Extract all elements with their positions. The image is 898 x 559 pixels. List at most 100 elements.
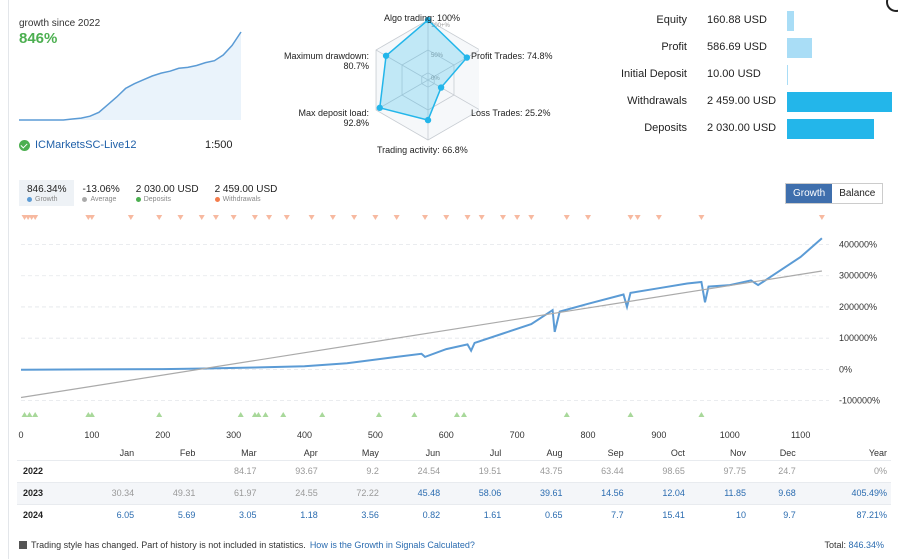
radar-point bbox=[424, 16, 432, 24]
table-header: Feb bbox=[179, 448, 196, 459]
stat-value: 2 459.00 USD bbox=[707, 95, 777, 107]
deposit-marker bbox=[280, 412, 287, 417]
withdrawal-marker bbox=[32, 215, 39, 220]
deposit-marker bbox=[26, 412, 33, 417]
table-header: Jan bbox=[119, 448, 135, 459]
legend-dot-icon bbox=[82, 197, 88, 202]
monthly-growth-table: Jan Feb Mar Apr May Jun Jul Aug Sep Oct Nov Dec Year… bbox=[17, 447, 891, 526]
stat-name: Profit bbox=[661, 41, 687, 53]
stat-row: Equity 160.88 USD bbox=[609, 10, 898, 32]
stat-row: Deposits 2 030.00 USD bbox=[609, 118, 898, 140]
withdrawal-marker bbox=[393, 215, 400, 220]
corner-close-button[interactable] bbox=[886, 0, 898, 12]
withdrawal-marker bbox=[351, 215, 358, 220]
x-tick-label: 800 bbox=[581, 430, 596, 440]
radar-label-algo: Algo trading: 100% bbox=[384, 13, 461, 23]
account-link[interactable]: ICMarketsSC-Live12 bbox=[19, 139, 136, 151]
month-cell: 72.22 bbox=[321, 481, 383, 504]
growth-value: 846% bbox=[19, 30, 58, 47]
x-tick-label: 700 bbox=[510, 430, 525, 440]
table-row: 2022 84.17 93.67 9.2 24.54 19.51 43.75 63.44 98.… bbox=[17, 459, 891, 482]
month-cell: 19.51 bbox=[444, 459, 506, 482]
withdrawal-marker bbox=[698, 215, 705, 220]
radar-chart: 100+% 50% 0% bbox=[375, 16, 479, 141]
withdrawal-marker bbox=[478, 215, 485, 220]
month-cell: 58.06 bbox=[444, 481, 506, 504]
growth-label: growth since 2022 bbox=[19, 18, 101, 29]
account-name[interactable]: ICMarketsSC-Live12 bbox=[35, 139, 137, 151]
withdrawal-marker bbox=[283, 215, 290, 220]
table-header-row: Jan Feb Mar Apr May Jun Jul Aug Sep Oct Nov Dec Year bbox=[17, 447, 891, 460]
legend-value: 846.34% bbox=[27, 184, 67, 195]
month-cell: 1.61 bbox=[444, 503, 506, 526]
deposit-marker bbox=[262, 412, 269, 417]
month-cell: 5.69 bbox=[138, 503, 200, 526]
sparkline-line bbox=[19, 31, 242, 121]
month-cell: 39.61 bbox=[505, 481, 567, 504]
legend-item[interactable]: 2 030.00 USD Deposits bbox=[128, 180, 207, 206]
stat-bar bbox=[787, 11, 795, 31]
month-cell: 7.7 bbox=[566, 503, 628, 526]
table-row: 2023 30.34 49.31 61.97 24.55 72.22 45.48 58.06 3… bbox=[17, 481, 891, 504]
radar-label-profit: Profit Trades: 74.8% bbox=[471, 51, 553, 61]
month-cell: 84.17 bbox=[199, 459, 261, 482]
legend-dot-icon bbox=[214, 197, 220, 202]
legend-dot-icon bbox=[27, 197, 32, 202]
legend-item[interactable]: 2 459.00 USD Withdrawals bbox=[207, 180, 286, 206]
month-cell: 45.48 bbox=[382, 481, 445, 504]
withdrawal-marker bbox=[372, 215, 379, 220]
y-tick-label: 300000% bbox=[839, 271, 877, 281]
radar-axis bbox=[427, 79, 479, 110]
withdrawal-marker bbox=[230, 215, 237, 220]
month-cell: 9.68 bbox=[750, 481, 800, 504]
withdrawal-marker bbox=[198, 215, 205, 220]
table-header: Mar bbox=[241, 448, 257, 459]
month-cell: 11.85 bbox=[688, 481, 751, 504]
legend-label: Withdrawals bbox=[214, 196, 278, 203]
stat-bar bbox=[787, 65, 788, 85]
month-cell: 87.21% bbox=[799, 503, 891, 526]
balance-tab[interactable]: Balance bbox=[832, 184, 883, 203]
stat-row: Profit 586.69 USD bbox=[609, 37, 898, 59]
note-icon bbox=[19, 541, 27, 549]
verified-check-icon bbox=[19, 139, 30, 151]
growth-calculation-link[interactable]: How is the Growth in Signals Calculated? bbox=[309, 540, 475, 550]
table-row: 2024 6.05 5.69 3.05 1.18 3.56 0.82 1.61 0.65 7.7 1… bbox=[17, 503, 891, 526]
table-header: Apr bbox=[303, 448, 318, 459]
month-cell: 0.82 bbox=[382, 503, 445, 526]
growth-tab[interactable]: Growth bbox=[786, 184, 833, 203]
year-cell: 2022 bbox=[17, 459, 77, 482]
deposit-marker bbox=[156, 412, 163, 417]
month-cell: 43.75 bbox=[505, 459, 567, 482]
deposit-marker bbox=[453, 412, 460, 417]
legend-item[interactable]: -13.06% Average bbox=[74, 180, 127, 206]
deposit-marker bbox=[32, 412, 39, 417]
stat-name: Withdrawals bbox=[627, 95, 687, 107]
total-value: 846.34% bbox=[848, 540, 884, 550]
deposit-marker bbox=[319, 412, 326, 417]
deposit-marker bbox=[237, 412, 244, 417]
stat-row: Withdrawals 2 459.00 USD bbox=[609, 91, 898, 113]
withdrawal-marker bbox=[88, 215, 95, 220]
x-tick-label: 200 bbox=[155, 430, 170, 440]
month-cell: 97.75 bbox=[688, 459, 751, 482]
withdrawal-marker bbox=[655, 215, 662, 220]
radar-ring-label: 50% bbox=[431, 53, 444, 59]
y-tick-label: 0% bbox=[839, 364, 852, 374]
month-cell: 61.97 bbox=[199, 481, 261, 504]
month-cell: 93.67 bbox=[260, 459, 322, 482]
month-cell: 15.41 bbox=[627, 503, 689, 526]
legend-item[interactable]: 846.34% Growth bbox=[19, 180, 75, 206]
month-cell: 24.7 bbox=[750, 459, 800, 482]
x-tick-label: 300 bbox=[226, 430, 241, 440]
leverage: 1:500 bbox=[205, 139, 233, 151]
withdrawal-marker bbox=[266, 215, 273, 220]
table-header: May bbox=[361, 448, 379, 459]
month-cell: 6.05 bbox=[77, 503, 139, 526]
total-growth: Total: 846.34% bbox=[824, 540, 884, 550]
radar-point bbox=[424, 116, 432, 124]
withdrawal-marker bbox=[156, 215, 163, 220]
deposit-marker bbox=[627, 412, 634, 417]
deposit-marker bbox=[375, 412, 382, 417]
deposit-marker bbox=[698, 412, 705, 417]
